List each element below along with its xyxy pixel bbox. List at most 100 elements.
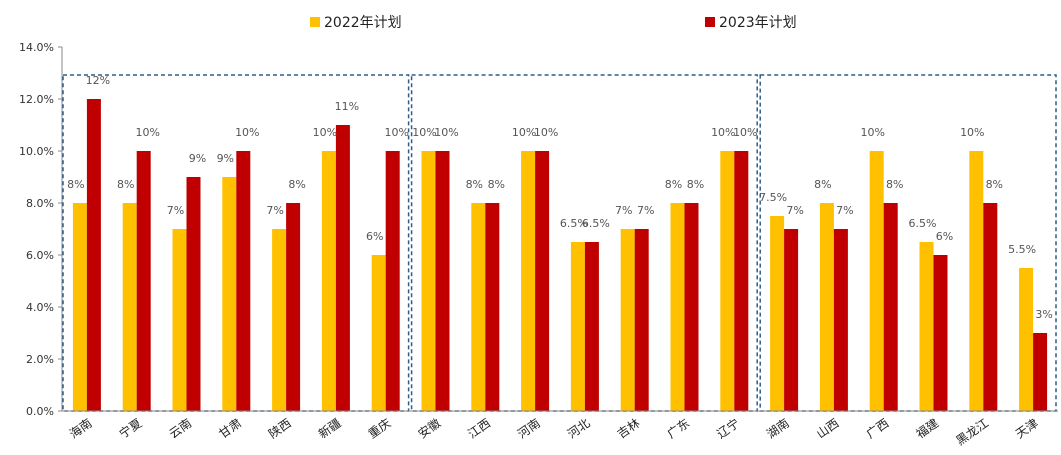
x-tick-label: 陕西 <box>266 415 294 441</box>
bar-2022 <box>471 203 486 411</box>
data-label: 8% <box>886 178 903 191</box>
x-tick-label: 甘肃 <box>216 416 244 441</box>
bar-2023 <box>286 203 301 411</box>
bar-2023 <box>136 151 151 411</box>
x-tick-label: 宁夏 <box>116 415 144 441</box>
data-label: 6% <box>366 230 383 243</box>
data-label: 7% <box>615 204 632 217</box>
bar-2022 <box>819 203 834 411</box>
bar-2023 <box>86 99 101 411</box>
y-tick-label: 12.0% <box>19 93 54 106</box>
data-labels: 8%12%8%10%7%9% 9%10%7%8%10%11%6%10% 10%10%… <box>67 74 1053 321</box>
group-boxes <box>62 74 1057 412</box>
y-tick-label: 10.0% <box>19 145 54 158</box>
bar-2022 <box>172 229 187 411</box>
data-label: 6.5% <box>582 217 610 230</box>
data-label: 10% <box>711 126 735 139</box>
bar-2023 <box>684 203 699 411</box>
legend: 2022年计划 2023年计划 <box>310 15 797 31</box>
data-label: 10% <box>235 126 259 139</box>
x-tick-label: 天津 <box>1013 416 1041 441</box>
x-tick-label: 安徽 <box>415 415 443 441</box>
x-tick-label: 广西 <box>864 416 892 441</box>
data-label: 8% <box>488 178 505 191</box>
bar-2022 <box>770 216 785 411</box>
data-label: 6.5% <box>560 217 588 230</box>
x-tick-label: 山西 <box>814 416 842 441</box>
x-tick-label: 河北 <box>565 416 593 441</box>
x-tick-label: 重庆 <box>366 416 394 441</box>
x-tick-label: 广东 <box>665 416 693 441</box>
bar-2022 <box>1019 268 1034 411</box>
bar-2022 <box>670 203 685 411</box>
x-tick-label: 江西 <box>465 416 493 441</box>
data-label: 5.5% <box>1008 243 1036 256</box>
legend-label: 2022年计划 <box>324 15 402 31</box>
y-tick-label: 4.0% <box>26 301 54 314</box>
bar-2022 <box>122 203 137 411</box>
bar-2023 <box>236 151 251 411</box>
bar-2022 <box>521 151 536 411</box>
data-label: 10% <box>313 126 337 139</box>
data-label: 10% <box>512 126 536 139</box>
data-label: 7% <box>637 204 654 217</box>
bar-2022 <box>222 177 237 411</box>
data-label: 10% <box>860 126 884 139</box>
bar-2022 <box>919 242 934 411</box>
bar-2023 <box>535 151 550 411</box>
bar-2023 <box>734 151 749 411</box>
bar-2022 <box>869 151 884 411</box>
bar-2022 <box>969 151 984 411</box>
data-label: 7% <box>266 204 283 217</box>
x-tick-label: 福建 <box>913 415 941 441</box>
bar-2022 <box>371 255 386 411</box>
data-label: 10% <box>733 126 757 139</box>
bar-2022 <box>72 203 87 411</box>
data-label: 8% <box>986 178 1003 191</box>
bar-2023 <box>584 242 599 411</box>
data-label: 8% <box>117 178 134 191</box>
y-tick-label: 8.0% <box>26 197 54 210</box>
bar-2023 <box>784 229 799 411</box>
data-label: 10% <box>135 126 159 139</box>
x-tick-label: 辽宁 <box>714 415 742 441</box>
data-label: 11% <box>335 100 359 113</box>
x-tick-label: 云南 <box>166 415 194 441</box>
x-tick-label: 黑龙江 <box>953 416 991 448</box>
data-label: 7% <box>167 204 184 217</box>
bar-2023 <box>983 203 998 411</box>
bar-2023 <box>933 255 948 411</box>
y-tick-label: 2.0% <box>26 353 54 366</box>
bar-2023 <box>435 151 450 411</box>
data-label: 6% <box>936 230 953 243</box>
bars <box>72 99 1048 411</box>
bar-2023 <box>385 151 400 411</box>
y-tick-label: 14.0% <box>19 41 54 54</box>
data-label: 10% <box>434 126 458 139</box>
data-label: 7.5% <box>759 191 787 204</box>
data-label: 9% <box>217 152 234 165</box>
bar-2022 <box>272 229 287 411</box>
data-label: 8% <box>665 178 682 191</box>
x-tick-label: 河南 <box>515 415 543 441</box>
data-label: 10% <box>534 126 558 139</box>
data-label: 8% <box>466 178 483 191</box>
x-tick-label: 吉林 <box>615 416 643 441</box>
data-label: 10% <box>960 126 984 139</box>
data-label: 8% <box>814 178 831 191</box>
y-tick-label: 6.0% <box>26 249 54 262</box>
data-label: 9% <box>189 152 206 165</box>
data-label: 7% <box>836 204 853 217</box>
x-tick-label: 湖南 <box>764 415 792 441</box>
bar-2023 <box>186 177 201 411</box>
bar-2022 <box>570 242 585 411</box>
bar-2023 <box>485 203 500 411</box>
x-tick-label: 海南 <box>66 415 94 441</box>
bar-2023 <box>1033 333 1048 411</box>
bar-2022 <box>421 151 436 411</box>
bar-2023 <box>883 203 898 411</box>
x-axis: 海南 宁夏 云南 甘肃 陕西 新疆 重庆 安徽 江西 河南 河北 吉林 广东 辽宁 湖南 山西 广西 福建 黑龙江天… <box>62 410 1058 448</box>
data-label: 10% <box>412 126 436 139</box>
bar-2022 <box>321 151 336 411</box>
